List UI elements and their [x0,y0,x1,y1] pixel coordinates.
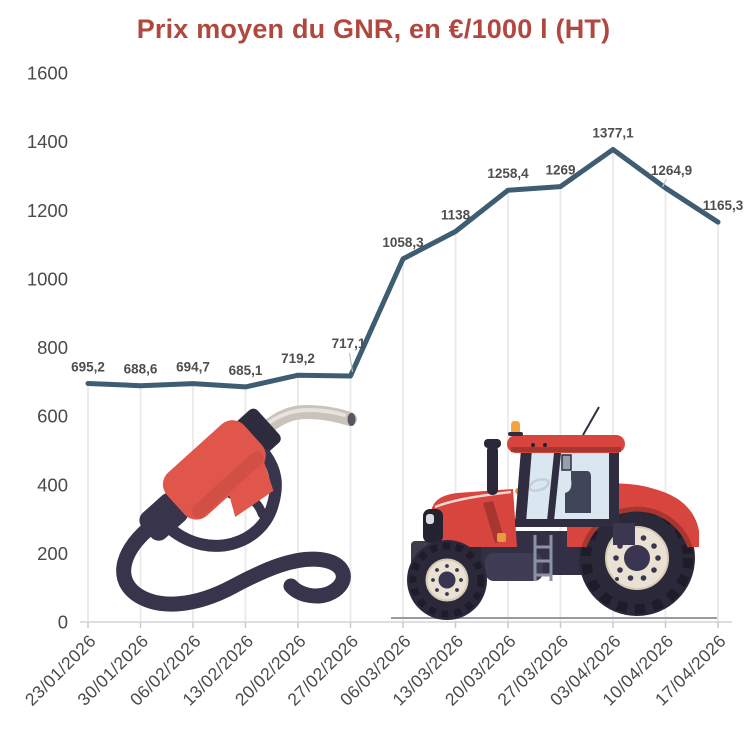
nozzle-spout-highlight [266,407,346,425]
y-axis-tick-label: 1000 [27,268,68,289]
data-point-label: 1377,1 [592,125,634,140]
side-mirror [561,454,572,471]
cab-steps [533,535,553,581]
data-point-label: 695,2 [71,359,105,374]
nozzle-trigger-guard [164,448,282,552]
beacon-base [508,432,523,436]
data-point-label: 1058,3 [382,235,424,250]
data-point-label: 719,2 [281,351,315,366]
tractor-fuel-tank [485,553,543,581]
rear-fender-arch-shade [581,506,693,548]
nozzle-body [162,420,266,520]
cab-sill [515,519,619,527]
price-line [85,146,721,390]
label-leader-line [348,352,354,373]
data-point-label: 685,1 [229,363,263,378]
cab-seat [565,471,591,513]
nozzle-spout-opening [347,413,356,426]
series-layer [85,146,721,390]
nozzle-connector [235,408,281,456]
y-axis-tick-label: 1600 [27,63,68,84]
cab-front-pillar [515,449,532,523]
nozzle-body-shade [191,451,264,518]
data-point-label: 717,1 [332,336,366,351]
nozzle-body-wedge [228,453,274,518]
data-point-label: 1165,3 [703,198,744,213]
hazard-plate [497,533,506,542]
y-axis-tick-label: 1200 [27,200,68,221]
headlight [426,514,434,524]
data-point-label: 1264,9 [651,163,692,178]
roof-light-1 [531,443,535,447]
data-point-label: 1269 [545,163,575,178]
y-axis-tick-label: 800 [37,337,68,358]
cab-rear-box [613,523,635,545]
cab-roof-shade [511,447,621,452]
front-grille [423,509,443,543]
exhaust-cap [484,439,501,448]
exhaust-pipe [487,445,498,495]
fuel-nozzle-illustration [116,404,357,612]
y-axis-tick-label: 600 [37,406,68,427]
steering-wheel [528,478,550,492]
hood-highlight [434,490,512,509]
fuel-hose [116,518,351,612]
antenna [582,406,600,436]
beacon-light [511,421,520,434]
data-point-label: 694,7 [176,360,210,375]
data-point-label: 688,6 [124,362,158,377]
y-axis-tick-label: 200 [37,543,68,564]
label-layer: 695,2 688,6 694,7 685,1 719,2 717,1 1058,3 1138… [71,125,744,377]
cab-mid-pillar [547,453,561,521]
roof-light-2 [543,443,547,447]
y-axis-tick-label: 0 [58,612,68,633]
cab-rear-pillar [609,449,619,525]
data-point-label: 1258,4 [487,166,529,181]
chart-title: Prix moyen du GNR, en €/1000 l (HT) [136,14,611,44]
y-axis-tick-label: 400 [37,474,68,495]
hood-vent [483,501,505,543]
front-wheel [407,540,487,620]
tractor-illustration [391,406,717,620]
data-point-label: 1138 [441,208,471,223]
y-axis-tick-label: 1400 [27,131,68,152]
label-leader-line [661,178,668,188]
